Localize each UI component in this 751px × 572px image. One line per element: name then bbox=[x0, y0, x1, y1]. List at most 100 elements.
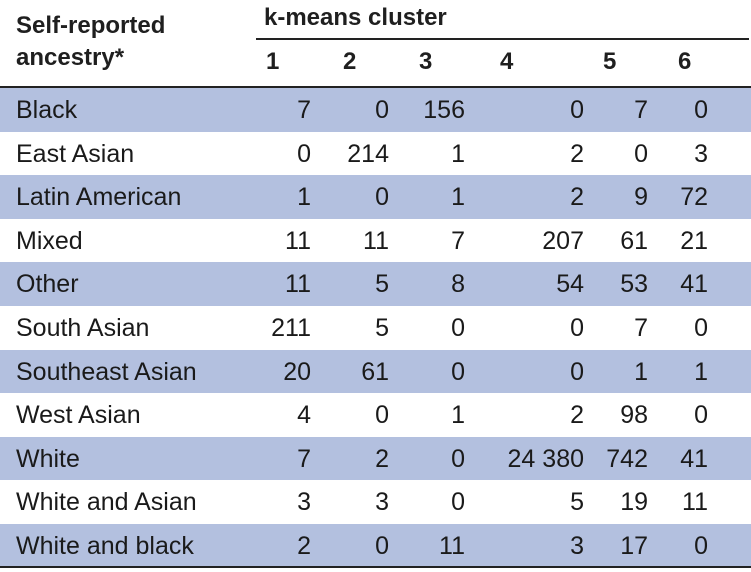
row-label: Southeast Asian bbox=[16, 357, 197, 386]
column-header-4: 4 bbox=[500, 48, 514, 75]
cell-cluster-3: 0 bbox=[451, 488, 465, 517]
table-row: White and black 2 0 11 3 17 0 bbox=[0, 523, 751, 568]
table-row: West Asian 4 0 1 2 98 0 bbox=[0, 393, 751, 437]
cell-cluster-2: 3 bbox=[375, 488, 389, 517]
row-label: White and black bbox=[16, 531, 194, 560]
cell-cluster-6: 72 bbox=[680, 183, 708, 212]
cell-cluster-4: 207 bbox=[542, 226, 584, 255]
cell-cluster-3: 1 bbox=[451, 401, 465, 430]
table-body: Black 7 0 156 0 7 0 East Asian 0 214 1 2 0 3 Latin Ame… bbox=[0, 88, 751, 568]
cell-cluster-1: 7 bbox=[297, 96, 311, 124]
cell-cluster-1: 0 bbox=[297, 139, 311, 168]
header-rule bbox=[0, 86, 751, 88]
cell-cluster-4: 54 bbox=[556, 270, 584, 299]
cell-cluster-4: 24 380 bbox=[507, 444, 584, 473]
row-label: White and Asian bbox=[16, 488, 197, 517]
cell-cluster-6: 21 bbox=[680, 226, 708, 255]
cell-cluster-6: 3 bbox=[694, 139, 708, 168]
cell-cluster-6: 0 bbox=[694, 96, 708, 124]
cell-cluster-1: 3 bbox=[297, 488, 311, 517]
cell-cluster-2: 11 bbox=[363, 226, 389, 255]
cell-cluster-6: 41 bbox=[680, 444, 708, 473]
column-header-3: 3 bbox=[419, 48, 433, 75]
cell-cluster-5: 17 bbox=[620, 531, 648, 560]
cell-cluster-2: 0 bbox=[375, 401, 389, 430]
row-label: White bbox=[16, 444, 80, 473]
cell-cluster-3: 0 bbox=[451, 444, 465, 473]
row-label: Other bbox=[16, 270, 79, 299]
cell-cluster-6: 11 bbox=[682, 488, 708, 517]
cell-cluster-3: 1 bbox=[451, 139, 465, 168]
cell-cluster-1: 7 bbox=[297, 444, 311, 473]
cell-cluster-4: 0 bbox=[570, 313, 584, 342]
cell-cluster-4: 3 bbox=[570, 531, 584, 560]
cell-cluster-6: 0 bbox=[694, 401, 708, 430]
cell-cluster-4: 2 bbox=[570, 401, 584, 430]
cell-cluster-5: 742 bbox=[606, 444, 648, 473]
cell-cluster-5: 19 bbox=[620, 488, 648, 517]
cell-cluster-3: 8 bbox=[451, 270, 465, 299]
cell-cluster-5: 98 bbox=[620, 401, 648, 430]
cell-cluster-1: 11 bbox=[285, 226, 311, 255]
cell-cluster-2: 0 bbox=[375, 96, 389, 124]
cell-cluster-3: 11 bbox=[439, 531, 465, 560]
cell-cluster-1: 11 bbox=[285, 270, 311, 299]
cell-cluster-5: 53 bbox=[620, 270, 648, 299]
cell-cluster-5: 7 bbox=[634, 313, 648, 342]
cell-cluster-3: 7 bbox=[451, 226, 465, 255]
cell-cluster-5: 9 bbox=[634, 183, 648, 212]
cell-cluster-1: 2 bbox=[297, 531, 311, 560]
table-row: White and Asian 3 3 0 5 19 11 bbox=[0, 480, 751, 524]
table-bottom-rule bbox=[0, 566, 751, 568]
column-header-6: 6 bbox=[678, 48, 692, 75]
cell-cluster-2: 5 bbox=[375, 313, 389, 342]
row-label: Black bbox=[16, 96, 78, 124]
cell-cluster-3: 156 bbox=[423, 96, 465, 124]
cell-cluster-2: 214 bbox=[347, 139, 389, 168]
table-row: East Asian 0 214 1 2 0 3 bbox=[0, 132, 751, 176]
cell-cluster-2: 0 bbox=[375, 183, 389, 212]
row-label: Mixed bbox=[16, 226, 83, 255]
row-header-line-1: Self-reported bbox=[16, 12, 166, 39]
group-header-rule bbox=[256, 38, 749, 40]
cell-cluster-1: 1 bbox=[297, 183, 311, 212]
row-label: South Asian bbox=[16, 313, 150, 342]
row-header: Self-reported ancestry* bbox=[16, 10, 165, 74]
column-header-2: 2 bbox=[343, 48, 357, 75]
row-label: East Asian bbox=[16, 139, 135, 168]
cell-cluster-6: 0 bbox=[694, 531, 708, 560]
cell-cluster-4: 0 bbox=[570, 96, 584, 124]
cell-cluster-6: 1 bbox=[694, 357, 708, 386]
table-row: Southeast Asian 20 61 0 0 1 1 bbox=[0, 349, 751, 394]
cell-cluster-4: 5 bbox=[570, 488, 584, 517]
cell-cluster-6: 41 bbox=[680, 270, 708, 299]
cell-cluster-5: 0 bbox=[634, 139, 648, 168]
row-label: Latin American bbox=[16, 183, 182, 212]
table-row: Mixed 11 11 7 207 61 21 bbox=[0, 219, 751, 263]
cell-cluster-2: 2 bbox=[375, 444, 389, 473]
cell-cluster-3: 0 bbox=[451, 313, 465, 342]
cell-cluster-6: 0 bbox=[694, 313, 708, 342]
column-header-5: 5 bbox=[603, 48, 617, 75]
table-row: White 7 2 0 24 380 742 41 bbox=[0, 436, 751, 481]
cell-cluster-5: 1 bbox=[634, 357, 648, 386]
cell-cluster-1: 20 bbox=[283, 357, 311, 386]
column-header-1: 1 bbox=[266, 48, 280, 75]
table-row: Black 7 0 156 0 7 0 bbox=[0, 88, 751, 132]
cell-cluster-4: 2 bbox=[570, 139, 584, 168]
cell-cluster-2: 5 bbox=[375, 270, 389, 299]
cell-cluster-1: 211 bbox=[271, 313, 311, 342]
cell-cluster-2: 0 bbox=[375, 531, 389, 560]
cell-cluster-4: 0 bbox=[570, 357, 584, 386]
table-row: Other 11 5 8 54 53 41 bbox=[0, 262, 751, 306]
cell-cluster-1: 4 bbox=[297, 401, 311, 430]
cell-cluster-2: 61 bbox=[361, 357, 389, 386]
table-row: South Asian 211 5 0 0 7 0 bbox=[0, 306, 751, 350]
row-header-line-2: ancestry* bbox=[16, 44, 125, 71]
row-label: West Asian bbox=[16, 401, 141, 430]
table-row: Latin American 1 0 1 2 9 72 bbox=[0, 175, 751, 219]
group-header: k-means cluster bbox=[264, 4, 447, 31]
cell-cluster-3: 1 bbox=[451, 183, 465, 212]
cell-cluster-4: 2 bbox=[570, 183, 584, 212]
